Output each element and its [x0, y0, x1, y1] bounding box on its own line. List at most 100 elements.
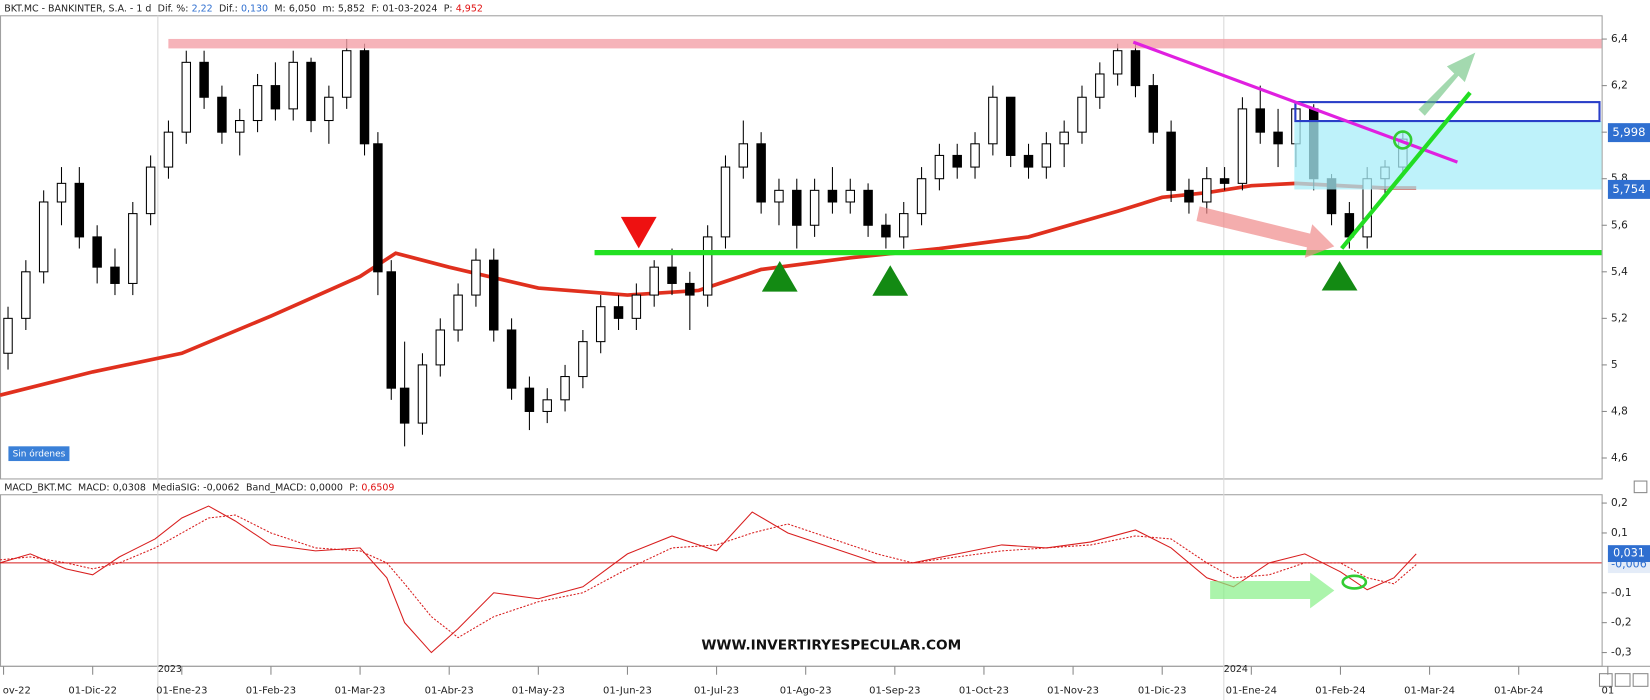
candle-body [56, 182, 67, 203]
macd-line [0, 514, 1417, 639]
candle-body [489, 259, 499, 331]
candle-body [453, 294, 463, 331]
candle-body [1202, 178, 1212, 203]
candle-body [324, 96, 334, 122]
field-value: 4,952 [456, 3, 483, 14]
x-tick-label: 01-Mar-24 [1404, 686, 1455, 697]
candle-body [934, 154, 945, 180]
panel-menu-icon[interactable] [1633, 480, 1648, 494]
candle-body [1005, 96, 1016, 156]
macd-circle [1341, 574, 1368, 590]
candle-body [1077, 96, 1087, 133]
x-tick-label: ov-22 [3, 686, 31, 697]
field-label: MACD: [78, 482, 110, 493]
scroll-icon[interactable] [1598, 673, 1613, 687]
candle-body [110, 266, 120, 284]
macd-line [0, 505, 1417, 654]
candle-body [827, 189, 838, 203]
x-tick-label: 01-Ene-24 [1226, 686, 1277, 697]
moving-average [0, 181, 1417, 397]
candle-body [1148, 85, 1159, 133]
trend-line [1132, 40, 1458, 164]
field-label: Dif. %: [158, 3, 189, 14]
y-tick-label: 5 [1611, 359, 1618, 371]
settings-icon[interactable] [1632, 673, 1649, 687]
field-label: P: [444, 3, 453, 14]
y-tick-label: 6,2 [1611, 80, 1628, 92]
candle-body [386, 271, 396, 389]
bottom-marker [761, 261, 798, 292]
candle-body [756, 143, 766, 203]
candle-body [667, 266, 677, 284]
candle-body [1059, 131, 1069, 145]
x-tick-label: 01-Abr-23 [425, 686, 474, 697]
candle-body [881, 224, 891, 238]
candle-body [435, 329, 446, 366]
x-tick-label: 01-Feb-23 [246, 686, 296, 697]
candle-body [1273, 131, 1283, 145]
field-value: 0,0000 [310, 482, 343, 493]
panel-title: MACD_BKT.MC [4, 482, 72, 493]
top-marker [620, 216, 657, 249]
candle-body [417, 364, 428, 424]
x-tick-label: 01-Jun-23 [603, 686, 652, 697]
y-tick-label: 6,4 [1611, 33, 1628, 45]
field-value: 6,050 [289, 3, 316, 14]
status-text: Sin órdenes [13, 449, 66, 460]
candle-body [1041, 143, 1052, 168]
y-tick-label: 0,1 [1611, 527, 1628, 539]
field-value: 0,130 [241, 3, 268, 14]
candle-body [560, 376, 570, 401]
zoom-icon[interactable] [1614, 673, 1631, 687]
field-label: Band_MACD: [246, 482, 307, 493]
field-value: 0,0308 [113, 482, 146, 493]
field-label: m: [322, 3, 334, 14]
candle-body [613, 306, 624, 319]
candle-body [685, 282, 695, 296]
candle-body [145, 166, 156, 215]
macd-badge [1607, 545, 1650, 563]
up-arrow [1418, 52, 1476, 116]
candle-body [1130, 50, 1141, 87]
y-tick-label: 4,8 [1611, 405, 1628, 417]
candle-body [988, 96, 998, 145]
field-label: M: [274, 3, 285, 14]
candle-body [252, 85, 263, 122]
y-tick-label: -0,2 [1611, 617, 1632, 629]
candle-body [1184, 189, 1194, 203]
candle-body [1255, 108, 1265, 133]
signal-circle [1392, 130, 1413, 150]
candle-body [863, 189, 873, 226]
x-tick-label: 01 [1601, 686, 1614, 697]
candle-body [970, 143, 980, 168]
candle-body [38, 201, 49, 273]
candle-body [21, 271, 31, 319]
candle-body [199, 61, 209, 98]
candle-body [595, 306, 606, 343]
macd-arrow [1210, 572, 1335, 609]
candle-body [631, 294, 642, 319]
y-tick-label: 0,2 [1611, 497, 1628, 509]
y-tick-label: -0,3 [1611, 647, 1632, 659]
candle-body [1166, 131, 1176, 191]
candle-body [217, 96, 227, 133]
candle-body [235, 119, 245, 133]
y-tick-label: 4,6 [1611, 452, 1628, 464]
candle-body [542, 399, 552, 412]
x-tick-label: 01-Jul-23 [694, 686, 739, 697]
candle-body [471, 259, 481, 296]
bottom-marker [872, 265, 909, 296]
x-tick-label: 01-Feb-24 [1315, 686, 1365, 697]
price-badge-label: 5,754 [1612, 182, 1645, 196]
x-tick-label: 01-Ene-23 [156, 686, 207, 697]
watermark: WWW.INVERTIRYESPECULAR.COM [701, 637, 961, 653]
year-label: 2023 [158, 664, 182, 675]
candle-body [792, 189, 802, 226]
candle-body [181, 61, 192, 133]
field-value: 2,22 [192, 3, 213, 14]
candle-body [399, 387, 410, 424]
candle-body [702, 236, 713, 296]
candle-body [288, 61, 298, 110]
x-tick-label: 01-Ago-23 [780, 686, 832, 697]
